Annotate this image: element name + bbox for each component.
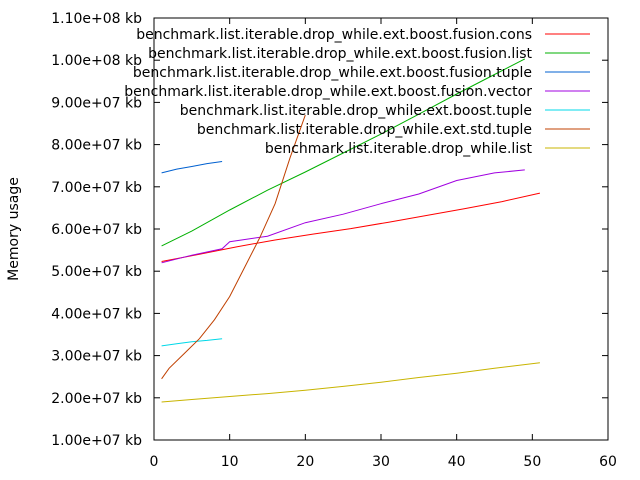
series-lines bbox=[161, 58, 541, 403]
legend-label-6: benchmark.list.iterable.drop_while.ext.s… bbox=[197, 122, 532, 138]
series-line-2 bbox=[161, 58, 526, 247]
x-tick-label: 0 bbox=[150, 454, 159, 470]
y-tick-label: 2.00e+07 kb bbox=[51, 391, 142, 407]
y-tick-label: 3.00e+07 kb bbox=[51, 349, 142, 365]
x-tick-label: 20 bbox=[296, 454, 314, 470]
x-tick-label: 30 bbox=[372, 454, 390, 470]
y-axis: 1.00e+07 kb 2.00e+07 kb 3.00e+07 kb 4.00e+0… bbox=[51, 11, 608, 449]
legend-label-3: benchmark.list.iterable.drop_while.ext.b… bbox=[133, 65, 532, 81]
legend-label-5: benchmark.list.iterable.drop_while.ext.b… bbox=[180, 103, 532, 119]
y-tick-label: 4.00e+07 kb bbox=[51, 306, 142, 322]
series-line-6 bbox=[161, 114, 306, 380]
legend-label-1: benchmark.list.iterable.drop_while.ext.b… bbox=[136, 27, 532, 43]
series-line-4 bbox=[161, 169, 525, 264]
x-tick-label: 10 bbox=[221, 454, 239, 470]
y-tick-label: 1.00e+07 kb bbox=[51, 433, 142, 449]
y-tick-label: 5.00e+07 kb bbox=[51, 264, 142, 280]
y-tick-label: 8.00e+07 kb bbox=[51, 138, 142, 154]
y-tick-label: 1.10e+08 kb bbox=[51, 11, 142, 27]
y-tick-label: 6.00e+07 kb bbox=[51, 222, 142, 238]
legend-label-2: benchmark.list.iterable.drop_while.ext.b… bbox=[148, 46, 532, 62]
x-tick-label: 60 bbox=[599, 454, 617, 470]
x-axis: 0 10 20 30 40 50 60 bbox=[150, 18, 617, 470]
legend-label-7: benchmark.list.iterable.drop_while.list bbox=[265, 141, 533, 157]
y-tick-label: 9.00e+07 kb bbox=[51, 95, 142, 111]
series-line-5 bbox=[161, 338, 223, 347]
plot-frame bbox=[153, 17, 609, 441]
y-tick-label: 1.00e+08 kb bbox=[51, 53, 142, 69]
series-line-7 bbox=[161, 362, 540, 403]
y-tick-label: 7.00e+07 kb bbox=[51, 180, 142, 196]
y-axis-label: Memory usage bbox=[6, 177, 22, 281]
series-line-1 bbox=[161, 192, 541, 262]
series-line-3 bbox=[161, 161, 223, 174]
legend: benchmark.list.iterable.drop_while.ext.b… bbox=[124, 27, 590, 157]
legend-label-4: benchmark.list.iterable.drop_while.ext.b… bbox=[124, 84, 532, 100]
x-tick-label: 50 bbox=[523, 454, 541, 470]
x-tick-label: 40 bbox=[448, 454, 466, 470]
